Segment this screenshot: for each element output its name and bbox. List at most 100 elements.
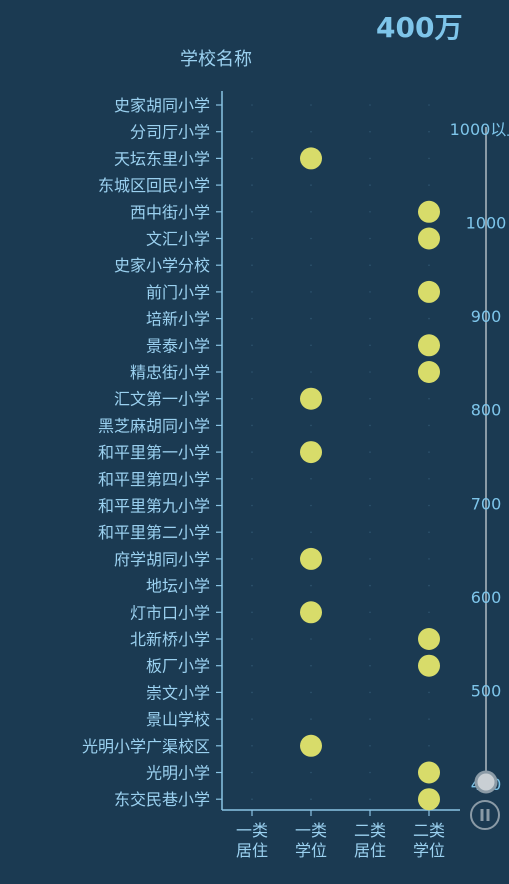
grid-dot <box>251 558 253 560</box>
grid-dot <box>428 104 430 106</box>
y-tick-label: 光明小学广渠校区 <box>82 737 210 756</box>
grid-dot <box>428 184 430 186</box>
data-point <box>418 788 440 811</box>
data-point <box>418 334 440 357</box>
y-tick-label: 府学胡同小学 <box>114 550 210 569</box>
y-tick-label: 崇文小学 <box>146 683 210 702</box>
grid-dot <box>310 718 312 720</box>
grid-dot <box>251 237 253 240</box>
y-tick-label: 光明小学 <box>146 764 210 783</box>
grid-dot <box>310 771 312 774</box>
slider-label: 500 <box>471 681 502 700</box>
grid-dot <box>428 317 430 320</box>
y-tick-label: 前门小学 <box>146 283 210 302</box>
grid-dot <box>251 664 253 667</box>
grid-dot <box>310 317 312 320</box>
grid-dot <box>369 317 371 320</box>
grid-dot <box>428 745 430 747</box>
y-tick-label: 黑芝麻胡同小学 <box>98 416 210 435</box>
grid-dot <box>251 184 253 186</box>
grid-dot <box>251 211 253 213</box>
grid-dot <box>428 264 430 267</box>
grid-dot <box>251 317 253 320</box>
grid-dot <box>369 771 371 774</box>
slider-handle[interactable] <box>474 770 498 794</box>
data-point <box>418 628 440 650</box>
y-tick-label: 和平里第九小学 <box>98 497 210 516</box>
y-tick-label: 培新小学 <box>146 310 210 329</box>
grid-dot <box>310 478 312 480</box>
grid-dot <box>251 718 253 720</box>
grid-dot <box>251 771 253 774</box>
grid-dot <box>251 130 253 133</box>
grid-dot <box>310 504 312 507</box>
grid-dot <box>310 371 312 373</box>
y-tick-label: 东交民巷小学 <box>114 790 210 809</box>
grid-dot <box>369 291 371 293</box>
grid-dot <box>369 184 371 186</box>
grid-dot <box>310 344 312 347</box>
grid-dot <box>369 451 371 453</box>
grid-dot <box>369 237 371 240</box>
slider-label: 900 <box>471 307 502 326</box>
data-point <box>418 761 440 784</box>
grid-dot <box>251 264 253 267</box>
grid-dot <box>251 478 253 480</box>
y-tick-label: 西中街小学 <box>130 203 210 222</box>
grid-dot <box>251 584 253 587</box>
grid-dot <box>428 718 430 720</box>
grid-dot <box>369 664 371 667</box>
grid-dot <box>369 397 371 400</box>
y-tick-label: 景泰小学 <box>146 336 210 355</box>
grid-dot <box>369 211 371 213</box>
grid-dot <box>251 291 253 293</box>
grid-dot <box>369 104 371 106</box>
grid-dot <box>369 478 371 480</box>
grid-dot <box>369 638 371 640</box>
slider-label: 700 <box>471 494 502 513</box>
grid-dot <box>251 531 253 533</box>
grid-dot <box>251 504 253 507</box>
slider-label: 1000 <box>466 214 507 233</box>
x-tick-label: 一类居住 <box>236 821 268 860</box>
slider-label: 1000以上 <box>450 120 509 139</box>
data-point <box>300 441 322 464</box>
grid-dot <box>369 371 371 373</box>
grid-dot <box>251 371 253 373</box>
grid-dot <box>428 397 430 400</box>
grid-dot <box>251 157 253 160</box>
y-tick-label: 和平里第一小学 <box>98 443 210 462</box>
grid-dot <box>369 584 371 587</box>
y-tick-label: 灯市口小学 <box>130 603 210 622</box>
grid-dot <box>251 691 253 694</box>
grid-dot <box>369 718 371 720</box>
y-tick-label: 分司厅小学 <box>130 123 210 142</box>
grid-dot <box>428 691 430 694</box>
grid-dot <box>369 611 371 614</box>
y-tick-label: 和平里第二小学 <box>98 523 210 542</box>
grid-dot <box>310 104 312 106</box>
grid-dot <box>310 798 312 800</box>
grid-dot <box>251 745 253 747</box>
data-point <box>300 387 322 410</box>
grid-dot <box>428 424 430 427</box>
y-tick-label: 史家小学分校 <box>114 256 210 275</box>
x-tick-label: 二类学位 <box>413 821 445 860</box>
grid-dot <box>251 798 253 800</box>
slider-label: 800 <box>471 401 502 420</box>
data-point <box>418 361 440 383</box>
grid-dot <box>251 424 253 427</box>
grid-dot <box>310 691 312 694</box>
pause-icon[interactable] <box>470 800 500 830</box>
slider-label: 600 <box>471 588 502 607</box>
grid-dot <box>428 478 430 480</box>
grid-dot <box>310 531 312 533</box>
x-tick-label: 一类学位 <box>295 821 327 860</box>
data-point <box>418 654 440 677</box>
grid-dot <box>251 104 253 106</box>
grid-dot <box>369 264 371 267</box>
grid-dot <box>251 451 253 453</box>
data-point <box>300 147 322 170</box>
y-tick-label: 东城区回民小学 <box>98 176 210 195</box>
